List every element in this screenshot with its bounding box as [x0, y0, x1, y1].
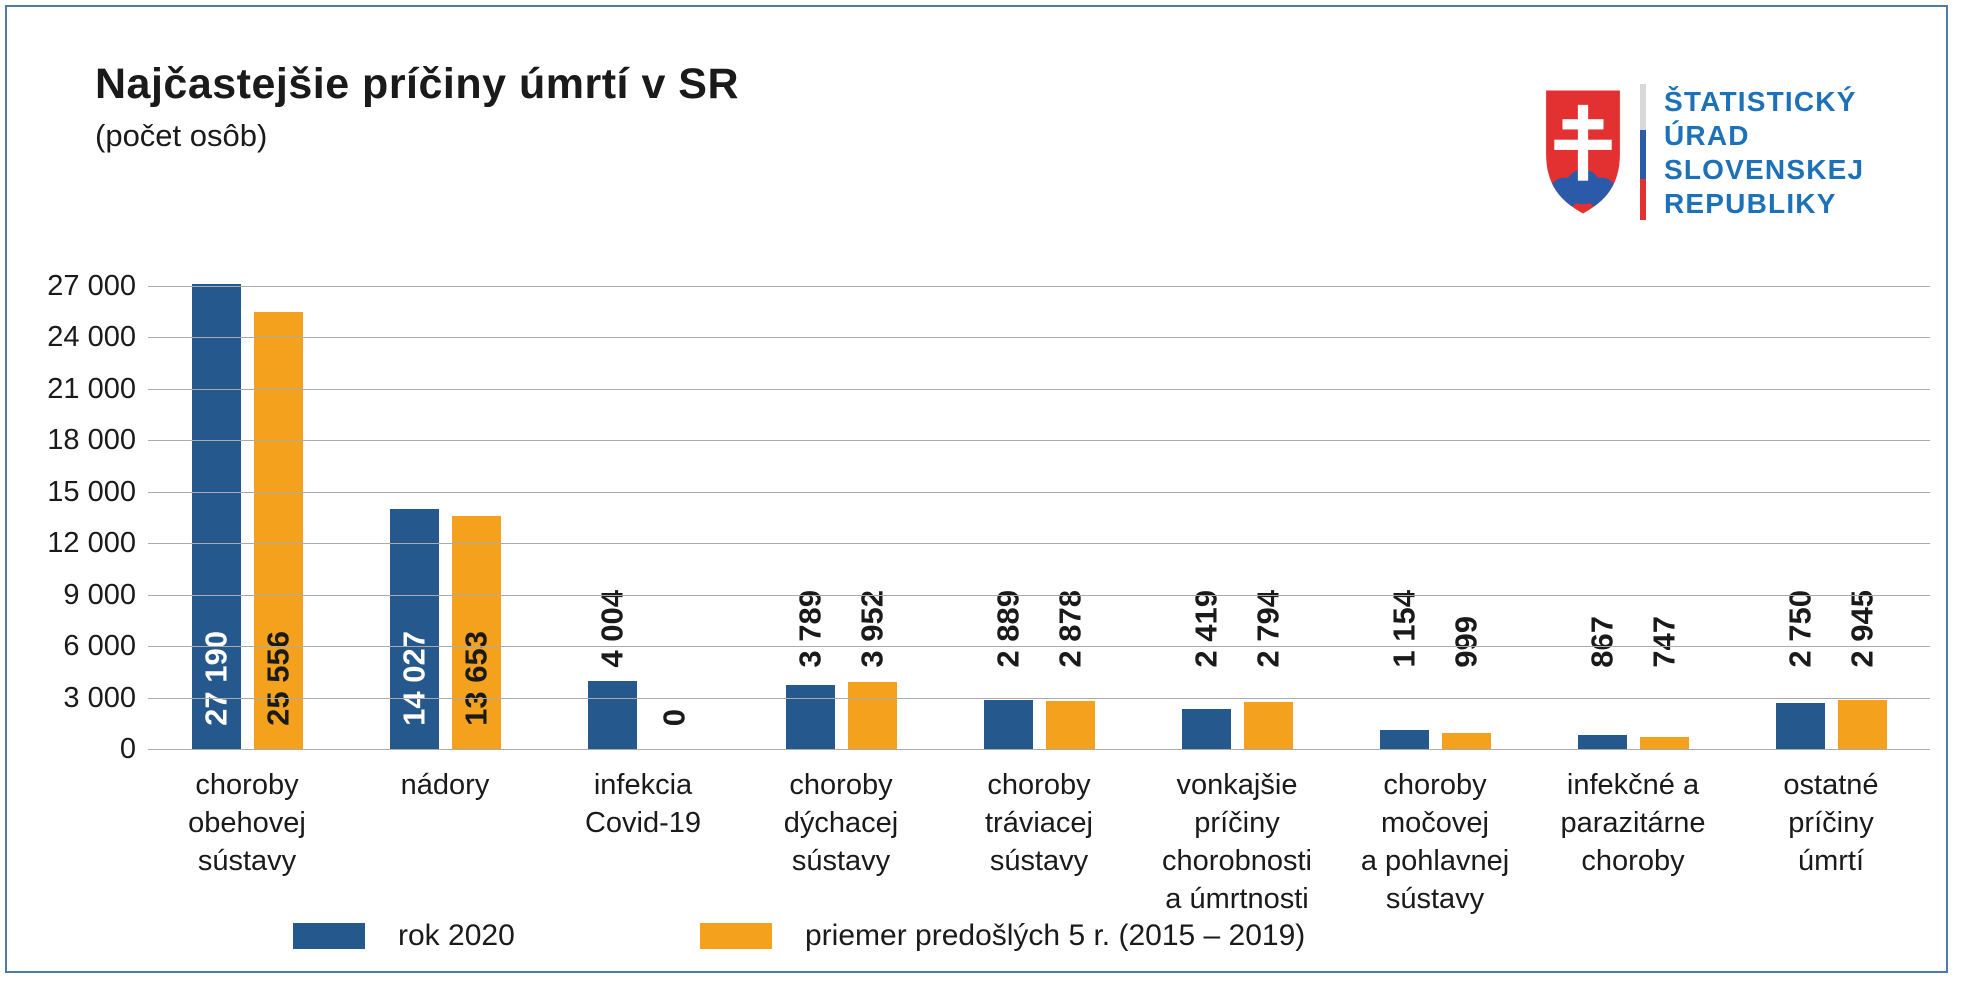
y-axis-tick-label: 3 000 — [63, 681, 136, 714]
y-axis-tick-label: 27 000 — [47, 270, 136, 302]
bar-2020: 2 750 — [1775, 590, 1825, 750]
bar-average: 3 952 — [847, 590, 897, 750]
bar-average: 2 794 — [1243, 590, 1293, 750]
y-axis-tick-label: 0 — [119, 733, 136, 765]
gridline — [148, 749, 1930, 750]
bar-average: 2 878 — [1045, 590, 1095, 750]
legend-item-average: priemer predošlých 5 r. (2015 – 2019) — [700, 919, 1305, 953]
legend-swatch-average — [700, 923, 772, 949]
bar-2020: 867 — [1577, 616, 1627, 750]
bar-value-label: 2 419 — [1188, 590, 1224, 668]
category-label: nádory — [400, 769, 490, 801]
gridline — [148, 594, 1930, 596]
bar-value-label: 2 945 — [1844, 590, 1880, 668]
y-axis-tick-label: 6 000 — [63, 630, 136, 663]
y-axis-tick-label: 21 000 — [47, 372, 136, 405]
y-axis-tick-label: 18 000 — [47, 424, 136, 457]
bar-value-label: 2 750 — [1782, 590, 1818, 668]
y-axis-tick-label: 12 000 — [47, 527, 136, 560]
bar-2020: 4 004 — [587, 590, 637, 750]
category-label: choroby dýchacej sústavy — [783, 769, 899, 877]
bar-value-label: 1 154 — [1386, 590, 1422, 668]
bar-group: 3 789 3 952 — [742, 230, 940, 750]
chart-title: Najčastejšie príčiny úmrtí v SR — [95, 60, 740, 108]
category-label: ostatné príčiny úmrtí — [1783, 769, 1879, 877]
bar-2020: 2 889 — [983, 590, 1033, 750]
bar-value-label: 747 — [1646, 616, 1682, 668]
bar-value-label: 0 — [656, 708, 692, 726]
bar-value-label: 4 004 — [594, 590, 630, 668]
bar-2020: 14 027 — [389, 509, 439, 750]
bar-group: 2 750 2 945 — [1732, 230, 1930, 750]
legend-swatch-2020 — [293, 923, 365, 949]
bars-container: 27 190 25 556 14 027 13 653 4 004 0 3 789 3 952… — [148, 230, 1930, 750]
bar-average: 13 653 — [451, 515, 501, 750]
bar-group: 867 747 — [1534, 230, 1732, 750]
logo-line-4: REPUBLIKY — [1664, 188, 1837, 219]
bar-group: 27 190 25 556 — [148, 230, 346, 750]
bar-value-label: 2 889 — [990, 590, 1026, 668]
chart-subtitle: (počet osôb) — [95, 118, 268, 153]
gridline — [148, 543, 1930, 545]
category-label: choroby obehovej sústavy — [188, 769, 306, 877]
gridline — [148, 286, 1930, 287]
bar-group: 2 889 2 878 — [940, 230, 1138, 750]
legend-item-2020: rok 2020 — [293, 919, 515, 953]
outer-border — [5, 5, 1948, 973]
bar-average: 747 — [1639, 616, 1689, 750]
gridline — [148, 697, 1930, 699]
y-axis-tick-label: 24 000 — [47, 321, 136, 354]
bar-group: 4 004 0 — [544, 230, 742, 750]
category-label: infekcia Covid-19 — [584, 769, 702, 839]
bar-group: 2 419 2 794 — [1138, 230, 1336, 750]
legend-label-2020: rok 2020 — [398, 919, 515, 952]
statistical-office-logo: ŠTATISTICKÝ ÚRAD SLOVENSKEJ REPUBLIKY — [1542, 84, 1864, 221]
category-label: vonkajšie príčiny chorobnosti a úmrtnost… — [1162, 769, 1312, 915]
gridline — [148, 388, 1930, 390]
legend-label-average: priemer predošlých 5 r. (2015 – 2019) — [805, 919, 1306, 952]
bar-group: 1 154 999 — [1336, 230, 1534, 750]
logo-line-1: ŠTATISTICKÝ — [1664, 86, 1857, 117]
bar-value-label: 3 952 — [854, 590, 890, 668]
gridline — [148, 646, 1930, 648]
slovak-coat-of-arms-icon — [1546, 90, 1620, 214]
bar-2020: 1 154 — [1379, 590, 1429, 750]
bar-average: 999 — [1441, 616, 1491, 750]
bar-2020: 3 789 — [785, 590, 835, 750]
bar-value-label: 867 — [1584, 616, 1620, 668]
logo-line-2: ÚRAD — [1664, 120, 1750, 151]
gridline — [148, 337, 1930, 339]
bar-value-label: 3 789 — [792, 590, 828, 668]
gridline — [148, 491, 1930, 493]
y-axis-tick-label: 9 000 — [63, 578, 136, 611]
category-label: infekčné a parazitárne choroby — [1560, 769, 1706, 877]
plot-area: 27 190 25 556 14 027 13 653 4 004 0 3 789 3 952… — [148, 230, 1930, 750]
bar-2020: 27 190 — [191, 283, 241, 750]
logo-line-3: SLOVENSKEJ — [1664, 154, 1865, 185]
y-axis-tick-label: 15 000 — [47, 475, 136, 508]
bar-average: 2 945 — [1837, 590, 1887, 750]
category-label: choroby tráviacej sústavy — [985, 769, 1093, 877]
bar-value-label: 2 794 — [1250, 590, 1286, 668]
bar-average: 25 556 — [253, 311, 303, 750]
category-label: choroby močovej a pohlavnej sústavy — [1360, 769, 1510, 915]
x-axis-category-labels: choroby obehovej sústavy nádory infekcia C… — [148, 766, 1930, 918]
bar-value-label: 2 878 — [1052, 590, 1088, 668]
logo-wordmark: ŠTATISTICKÝ ÚRAD SLOVENSKEJ REPUBLIKY — [1664, 84, 1864, 221]
gridline — [148, 440, 1930, 442]
logo-tricolor-divider — [1640, 84, 1646, 220]
bar-group: 14 027 13 653 — [346, 230, 544, 750]
bar-value-label: 999 — [1448, 616, 1484, 668]
bar-2020: 2 419 — [1181, 590, 1231, 750]
